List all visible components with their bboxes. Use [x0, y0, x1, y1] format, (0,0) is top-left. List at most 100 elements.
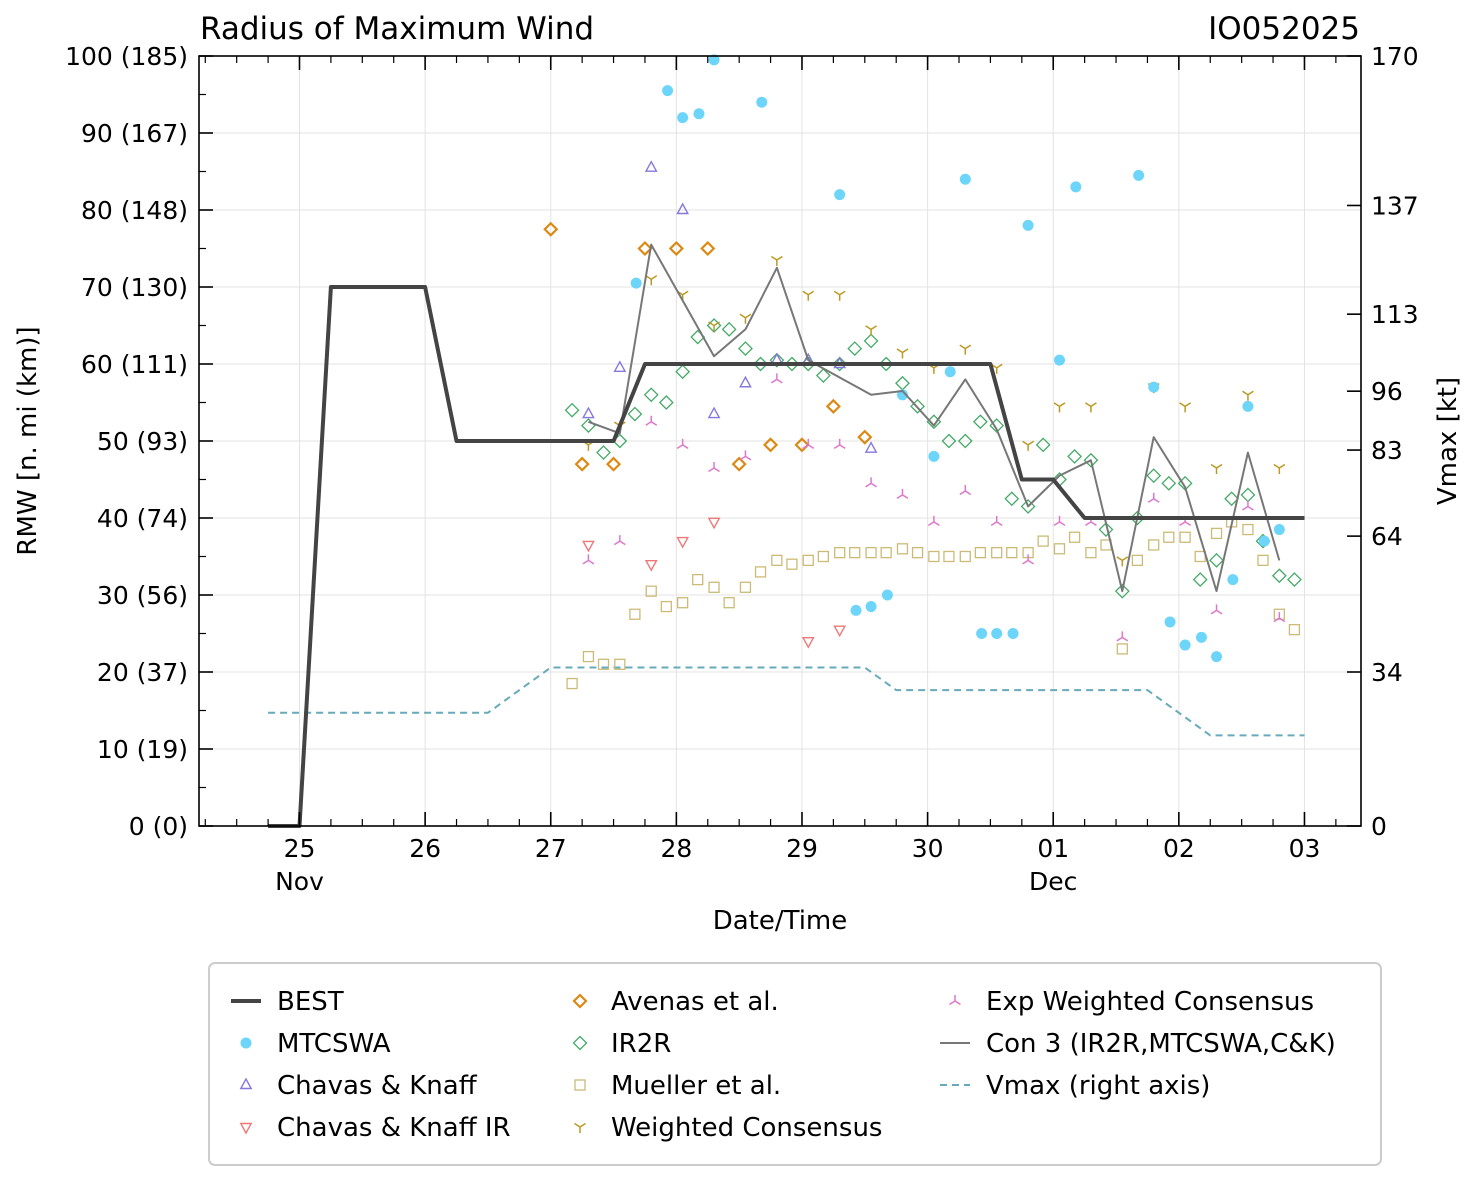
ir2r-point	[1146, 468, 1162, 484]
y2-tick-label: 170	[1371, 42, 1419, 71]
y-tick-label: 40 (74)	[97, 504, 188, 533]
x-tick-month-label: Nov	[275, 867, 324, 896]
y2-tick-label: 64	[1371, 522, 1403, 551]
mueller-point	[1288, 624, 1301, 636]
y-tick-label: 90 (167)	[81, 119, 188, 148]
chart-title: Radius of Maximum Wind	[200, 11, 594, 47]
y-tick-label: 60 (111)	[81, 350, 188, 379]
avenas-point	[825, 398, 841, 414]
y2-tick-label: 34	[1371, 658, 1403, 687]
ckir-point	[801, 637, 815, 649]
mueller-point	[1257, 554, 1269, 566]
storm-id: IO052025	[1208, 11, 1360, 47]
mueller-point	[1148, 539, 1160, 551]
grid-lines	[199, 55, 1361, 827]
ir2r-point	[1287, 572, 1302, 588]
mueller-point	[1085, 547, 1097, 559]
series-con3	[588, 243, 1281, 593]
legend-label: Exp Weighted Consensus	[986, 987, 1314, 1017]
ck-point	[676, 202, 690, 215]
series-mueller	[566, 516, 1301, 690]
mueller-point	[834, 547, 846, 559]
ir2r-point	[1192, 572, 1208, 588]
series-wcon	[582, 255, 1286, 567]
mueller-point	[817, 550, 829, 563]
legend-label: Chavas & Knaff IR	[277, 1113, 511, 1143]
legend: BEST MTCSWA Chavas & Knaff Chavas & Knaff I…	[208, 962, 1382, 1166]
wcon-point	[770, 255, 783, 267]
legend-swatch	[572, 1035, 588, 1051]
mtcswa-point	[630, 277, 642, 289]
mueller-point	[959, 550, 971, 563]
mtcswa-point	[1227, 574, 1239, 586]
ckir-point	[644, 560, 658, 572]
mueller-point	[880, 547, 892, 559]
ir2r-point	[753, 356, 768, 372]
ir2r-point	[738, 341, 753, 357]
ir2r-point	[1114, 583, 1130, 599]
wcon-point	[1022, 440, 1035, 451]
mueller-point	[692, 573, 704, 586]
wcon-point	[708, 321, 720, 332]
ir2r-point	[1240, 487, 1256, 503]
wcon-point	[959, 344, 972, 355]
mueller-point	[974, 547, 987, 559]
legend-item-ewcon: Exp Weighted Consensus	[949, 987, 1314, 1017]
mueller-point	[582, 650, 595, 663]
ckir-point	[833, 625, 847, 638]
ir2r-point	[847, 341, 863, 357]
ckir-point	[676, 536, 690, 549]
legend-label: Weighted Consensus	[611, 1113, 882, 1143]
ck-point	[864, 441, 878, 453]
mtcswa-point	[677, 112, 689, 124]
ewcon-point	[1053, 515, 1066, 526]
mtcswa-point	[1054, 354, 1066, 366]
legend-swatch	[572, 993, 588, 1009]
mueller-point	[1273, 608, 1285, 620]
ir2r-point	[815, 368, 831, 383]
y2-axis-label: Vmax [kt]	[1433, 377, 1463, 505]
avenas-point	[543, 221, 559, 237]
legend-frame	[208, 962, 1382, 1166]
legend-label: BEST	[277, 987, 344, 1017]
ck-point	[582, 406, 595, 419]
legend-swatch	[574, 1122, 586, 1133]
wcon-point	[645, 275, 658, 286]
ck-point	[707, 406, 721, 419]
mueller-point	[1210, 527, 1223, 540]
mueller-point	[943, 550, 955, 563]
mtcswa-point	[662, 85, 674, 97]
mtcswa-point	[976, 628, 988, 639]
wcon-point	[865, 325, 877, 336]
axes-layer: 0 (0) 10 (19) 20 (37) 30 (56) 40 (74) 50 (93)…	[65, 42, 1419, 896]
wcon-point	[1273, 463, 1286, 474]
wcon-point	[1179, 402, 1192, 413]
legend-label: MTCSWA	[277, 1029, 391, 1059]
mtcswa-point	[708, 54, 720, 66]
avenas-point	[700, 240, 716, 257]
mueller-point	[1179, 531, 1191, 543]
mueller-point	[1037, 535, 1049, 547]
mtcswa-point	[1148, 381, 1160, 393]
mueller-point	[896, 543, 909, 555]
y-tick-label: 20 (37)	[97, 658, 188, 687]
wcon-point	[739, 313, 752, 324]
mueller-point	[1242, 523, 1254, 536]
mueller-point	[739, 581, 752, 593]
avenas-point	[857, 429, 873, 445]
ir2r-point	[721, 321, 737, 337]
legend-label: IR2R	[611, 1029, 671, 1059]
ir2r-point	[564, 402, 580, 418]
ir2r-point	[957, 433, 973, 449]
wcon-point	[833, 290, 846, 301]
ewcon-point	[896, 488, 909, 500]
mueller-point	[1053, 543, 1066, 555]
ir2r-point	[643, 387, 659, 403]
y-tick-label: 30 (56)	[97, 581, 188, 610]
ewcon-point	[833, 438, 846, 449]
ewcon-point	[1210, 604, 1223, 615]
ewcon-point	[770, 373, 783, 384]
legend-swatch	[949, 995, 961, 1006]
y-tick-label: 70 (130)	[81, 273, 188, 302]
wcon-point	[1242, 390, 1254, 401]
